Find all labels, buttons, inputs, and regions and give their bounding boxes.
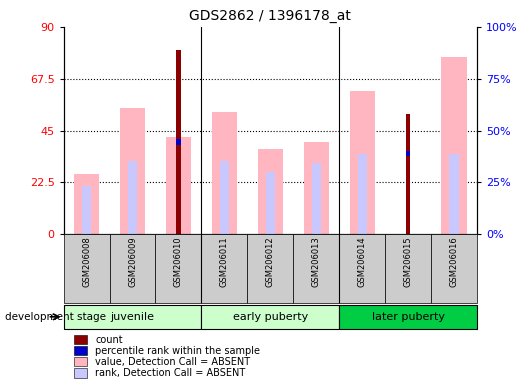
Bar (155, 234, 201, 303)
Text: rank, Detection Call = ABSENT: rank, Detection Call = ABSENT (95, 368, 245, 378)
Bar (441, 57, 467, 234)
Bar (110, 234, 155, 303)
Bar (350, 91, 375, 234)
Bar (406, 151, 410, 157)
Text: GSM206008: GSM206008 (82, 236, 91, 287)
Text: GSM206012: GSM206012 (266, 236, 275, 287)
Bar (431, 234, 477, 303)
Text: percentile rank within the sample: percentile rank within the sample (95, 346, 260, 356)
Bar (82, 186, 91, 234)
Bar (304, 142, 329, 234)
Text: development stage: development stage (5, 312, 107, 322)
Bar (64, 234, 110, 303)
Text: GSM206014: GSM206014 (358, 236, 367, 287)
Text: juvenile: juvenile (110, 312, 155, 322)
Text: GSM206011: GSM206011 (220, 236, 229, 287)
Text: value, Detection Call = ABSENT: value, Detection Call = ABSENT (95, 357, 251, 367)
Bar (166, 137, 191, 234)
Bar (406, 114, 410, 234)
Bar (339, 305, 477, 329)
Text: early puberty: early puberty (233, 312, 308, 322)
Bar (176, 50, 181, 234)
Bar (248, 234, 293, 303)
Bar (358, 154, 367, 234)
Bar (64, 305, 201, 329)
Bar (385, 234, 431, 303)
Bar (211, 112, 237, 234)
Bar (312, 163, 321, 234)
Bar (258, 149, 283, 234)
Bar (201, 305, 339, 329)
Bar (201, 234, 248, 303)
Bar (74, 174, 99, 234)
Text: count: count (95, 334, 123, 344)
Bar (220, 161, 229, 234)
Text: GSM206013: GSM206013 (312, 236, 321, 287)
Bar (293, 234, 339, 303)
Text: later puberty: later puberty (372, 312, 445, 322)
Bar (128, 161, 137, 234)
Bar (176, 139, 181, 145)
Text: GSM206010: GSM206010 (174, 236, 183, 287)
Text: GSM206009: GSM206009 (128, 236, 137, 287)
Text: GSM206016: GSM206016 (449, 236, 458, 287)
Title: GDS2862 / 1396178_at: GDS2862 / 1396178_at (189, 9, 351, 23)
Bar (120, 108, 145, 234)
Bar (449, 154, 458, 234)
Bar (339, 234, 385, 303)
Bar (266, 172, 275, 234)
Text: GSM206015: GSM206015 (404, 236, 412, 287)
